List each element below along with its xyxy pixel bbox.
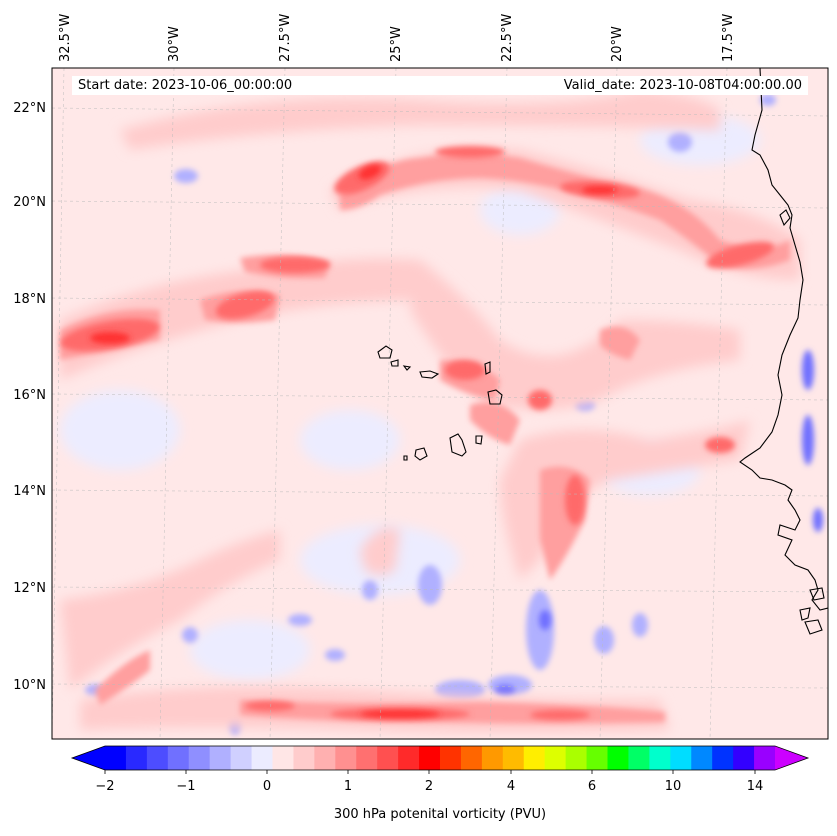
colorbar-tick-label: 6: [588, 779, 596, 794]
colorbar-label: 300 hPa potenital vorticity (PVU): [333, 807, 547, 822]
colorbar-segment: [691, 746, 713, 770]
lon-label: 22.5°W: [500, 14, 515, 62]
lon-label: 30°W: [167, 26, 182, 62]
lat-label: 12°N: [13, 581, 46, 596]
colorbar-segment: [440, 746, 462, 770]
lat-label: 16°N: [13, 388, 46, 403]
colorbar-segment: [712, 746, 734, 770]
positive-pv-core: [90, 164, 618, 718]
island-santiago: [449, 433, 467, 457]
lon-label: 20°W: [610, 26, 625, 62]
lon-label: 32.5°W: [58, 14, 73, 62]
colorbar-tick-label: −2: [95, 779, 114, 794]
island-sao-nicolau: [419, 370, 440, 379]
date-banner: Start date: 2023-10-06_00:00:00 Valid_da…: [72, 76, 808, 95]
lat-labels: 22°N 20°N 18°N 16°N 14°N 12°N 10°N: [13, 101, 46, 693]
colorbar-segment: [460, 746, 483, 770]
start-date: Start date: 2023-10-06_00:00:00: [78, 78, 293, 93]
lat-label: 20°N: [13, 195, 46, 210]
colorbar-segment: [544, 746, 567, 770]
negative-pv-cores: [85, 94, 776, 735]
valid-date: Valid_date: 2023-10-08T04:00:00.00: [563, 78, 802, 93]
colorbar-segment: [607, 746, 630, 770]
colorbar-segment: [565, 746, 588, 770]
coast-detail-3: [804, 619, 823, 635]
island-santa-luzia: [402, 365, 412, 371]
colorbar-segment: [293, 746, 315, 770]
coast-detail-1: [779, 209, 791, 227]
island-sao-vicente: [390, 359, 399, 367]
colorbar-segment: [105, 746, 127, 770]
island-maio: [475, 435, 483, 445]
colorbar-ticks: [104, 770, 756, 774]
lat-label: 22°N: [13, 101, 46, 116]
colorbar-segment: [398, 746, 420, 770]
colorbar-segment: [377, 746, 399, 770]
negative-pv-strong: [495, 350, 823, 695]
colorbar-segment: [335, 746, 357, 770]
colorbar-segment: [502, 746, 525, 770]
colorbar-segment: [356, 746, 378, 770]
colorbar-segment: [628, 746, 650, 770]
colorbar-tick-label: 10: [665, 779, 682, 794]
colorbar-tick-label: 0: [263, 779, 271, 794]
island-boa-vista: [487, 389, 503, 405]
island-brava: [403, 455, 408, 461]
colorbar-tick-label: −1: [176, 779, 195, 794]
africa-coastline: [739, 68, 828, 611]
lat-label: 10°N: [13, 678, 46, 693]
island-santo-antao: [377, 345, 393, 359]
colorbar-segment: [733, 746, 755, 770]
colorbar-segment: [670, 746, 692, 770]
colorbar-segments: [105, 746, 776, 770]
colorbar-segment: [586, 746, 609, 770]
lat-label: 14°N: [13, 484, 46, 499]
colorbar-segment: [754, 746, 776, 770]
colorbar-segment: [125, 746, 148, 770]
map-frame: [51, 67, 829, 740]
cape-verde-islands: [377, 345, 503, 461]
colorbar-tick-label: 4: [507, 779, 515, 794]
coast-detail-4: [809, 587, 825, 601]
lon-label: 25°W: [389, 26, 404, 62]
colorbar-segment: [251, 746, 274, 770]
colorbar-segment: [314, 746, 336, 770]
colorbar-over-arrow: [775, 746, 808, 770]
colorbar-segment: [209, 746, 232, 770]
colorbar-tick-label: 2: [425, 779, 433, 794]
island-sal: [484, 361, 491, 375]
colorbar-tick-label: 14: [747, 779, 764, 794]
colorbar-tick-labels: −2 −1 0 1 2 4 6 10 14: [95, 779, 763, 794]
colorbar-segment: [419, 746, 441, 770]
colorbar-segment: [523, 746, 546, 770]
colorbar: −2 −1 0 1 2 4 6 10 14: [70, 745, 810, 794]
colorbar-segment: [230, 746, 253, 770]
coast-detail-2: [799, 607, 811, 621]
lon-label: 27.5°W: [278, 14, 293, 62]
lon-label: 17.5°W: [721, 14, 736, 62]
colorbar-segment: [188, 746, 211, 770]
map-panel: [52, 68, 828, 739]
lon-labels: 32.5°W 30°W 27.5°W 25°W 22.5°W 20°W 17.5…: [58, 14, 736, 62]
gridlines: [52, 68, 828, 739]
colorbar-under-arrow: [72, 746, 105, 770]
colorbar-segment: [481, 746, 504, 770]
colorbar-tick-label: 1: [344, 779, 352, 794]
colorbar-segment: [649, 746, 671, 770]
island-fogo: [414, 447, 428, 461]
coastline: [739, 68, 828, 635]
colorbar-segment: [167, 746, 190, 770]
lat-label: 18°N: [13, 292, 46, 307]
colorbar-segment: [146, 746, 169, 770]
colorbar-segment: [272, 746, 295, 770]
